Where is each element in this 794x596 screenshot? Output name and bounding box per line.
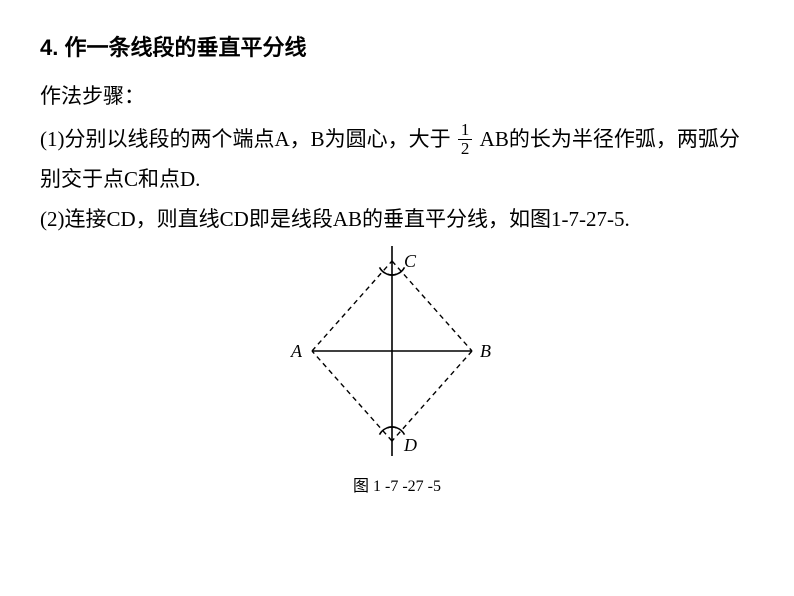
figure-caption: 图 1 -7 -27 -5 [40,472,754,496]
step-1: (1)分别以线段的两个端点A，B为圆心，大于 1 2 AB的长为半径作弧，两弧分… [40,120,754,200]
fraction-denominator: 2 [458,140,473,158]
svg-text:D: D [403,435,417,455]
perpendicular-bisector-diagram: A B C D [282,246,512,461]
section-title: 4. 作一条线段的垂直平分线 [40,30,754,62]
title-number: 4. [40,35,58,60]
figure-container: A B C D 图 1 -7 -27 -5 [40,246,754,496]
title-text: 作一条线段的垂直平分线 [64,35,306,60]
svg-text:B: B [480,341,491,361]
step-2: (2)连接CD，则直线CD即是线段AB的垂直平分线，如图1-7-27-5. [40,200,754,240]
fraction-one-half: 1 2 [458,121,473,158]
svg-text:A: A [290,341,303,361]
steps-heading: 作法步骤： [40,80,754,110]
svg-text:C: C [404,251,417,271]
step-1-part-a: (1)分别以线段的两个端点A，B为圆心，大于 [40,127,451,151]
fraction-numerator: 1 [458,121,473,140]
